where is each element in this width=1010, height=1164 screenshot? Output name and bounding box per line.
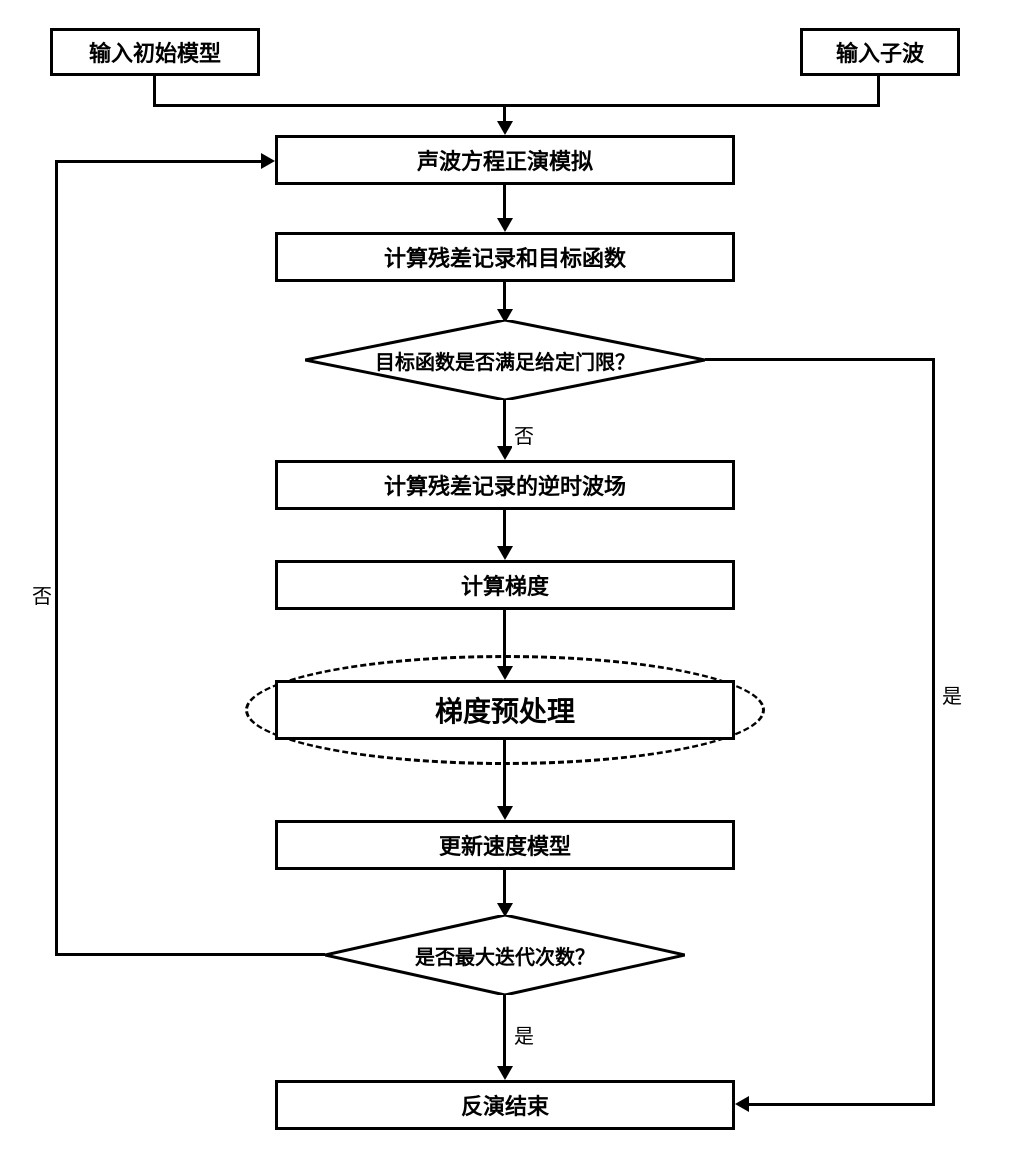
arrowhead-icon xyxy=(497,666,513,680)
edge xyxy=(932,358,935,1106)
arrowhead-icon xyxy=(497,446,513,460)
edge xyxy=(503,610,506,668)
node-input-wavelet: 输入子波 xyxy=(800,28,960,76)
edge xyxy=(503,510,506,548)
edge-label-yes: 是 xyxy=(940,680,964,709)
arrowhead-icon xyxy=(497,121,513,135)
node-input-model: 输入初始模型 xyxy=(50,28,260,76)
arrowhead-icon xyxy=(735,1096,749,1112)
edge xyxy=(55,953,325,956)
edge xyxy=(55,160,262,163)
edge xyxy=(503,400,506,448)
flowchart-canvas: 输入初始模型 输入子波 声波方程正演模拟 计算残差记录和目标函数 目标函数是否满… xyxy=(20,20,990,1144)
node-label: 计算残差记录的逆时波场 xyxy=(384,469,626,501)
node-threshold: 目标函数是否满足给定门限？ xyxy=(305,320,705,400)
node-update: 更新速度模型 xyxy=(275,820,735,870)
edge xyxy=(748,1103,935,1106)
node-label: 更新速度模型 xyxy=(439,829,571,861)
edge xyxy=(503,740,506,808)
node-label: 目标函数是否满足给定门限？ xyxy=(375,346,635,375)
node-label: 反演结束 xyxy=(461,1089,549,1121)
node-reverse: 计算残差记录的逆时波场 xyxy=(275,460,735,510)
node-forward: 声波方程正演模拟 xyxy=(275,135,735,185)
node-maxiter: 是否最大迭代次数？ xyxy=(325,915,685,995)
edge-label-yes: 是 xyxy=(512,1020,536,1049)
arrowhead-icon xyxy=(497,546,513,560)
edge xyxy=(153,104,880,107)
arrowhead-icon xyxy=(497,218,513,232)
edge xyxy=(503,995,506,1068)
node-label: 计算梯度 xyxy=(461,569,549,601)
node-gradient: 计算梯度 xyxy=(275,560,735,610)
edge-label-no: 否 xyxy=(512,420,536,449)
node-preprocess: 梯度预处理 xyxy=(275,680,735,740)
arrowhead-icon xyxy=(497,806,513,820)
node-label: 梯度预处理 xyxy=(435,690,575,730)
node-label: 输入子波 xyxy=(836,36,924,68)
edge xyxy=(503,282,506,312)
edge xyxy=(55,160,58,956)
edge xyxy=(705,358,935,361)
node-label: 是否最大迭代次数？ xyxy=(415,941,595,970)
edge xyxy=(877,76,880,106)
edge xyxy=(503,870,506,906)
edge-label-no: 否 xyxy=(30,580,54,609)
node-residual: 计算残差记录和目标函数 xyxy=(275,232,735,282)
arrowhead-icon xyxy=(261,153,275,169)
edge xyxy=(153,76,156,106)
node-label: 声波方程正演模拟 xyxy=(417,144,593,176)
edge xyxy=(503,185,506,221)
node-end: 反演结束 xyxy=(275,1080,735,1130)
node-label: 计算残差记录和目标函数 xyxy=(384,241,626,273)
arrowhead-icon xyxy=(497,1066,513,1080)
node-label: 输入初始模型 xyxy=(89,36,221,68)
